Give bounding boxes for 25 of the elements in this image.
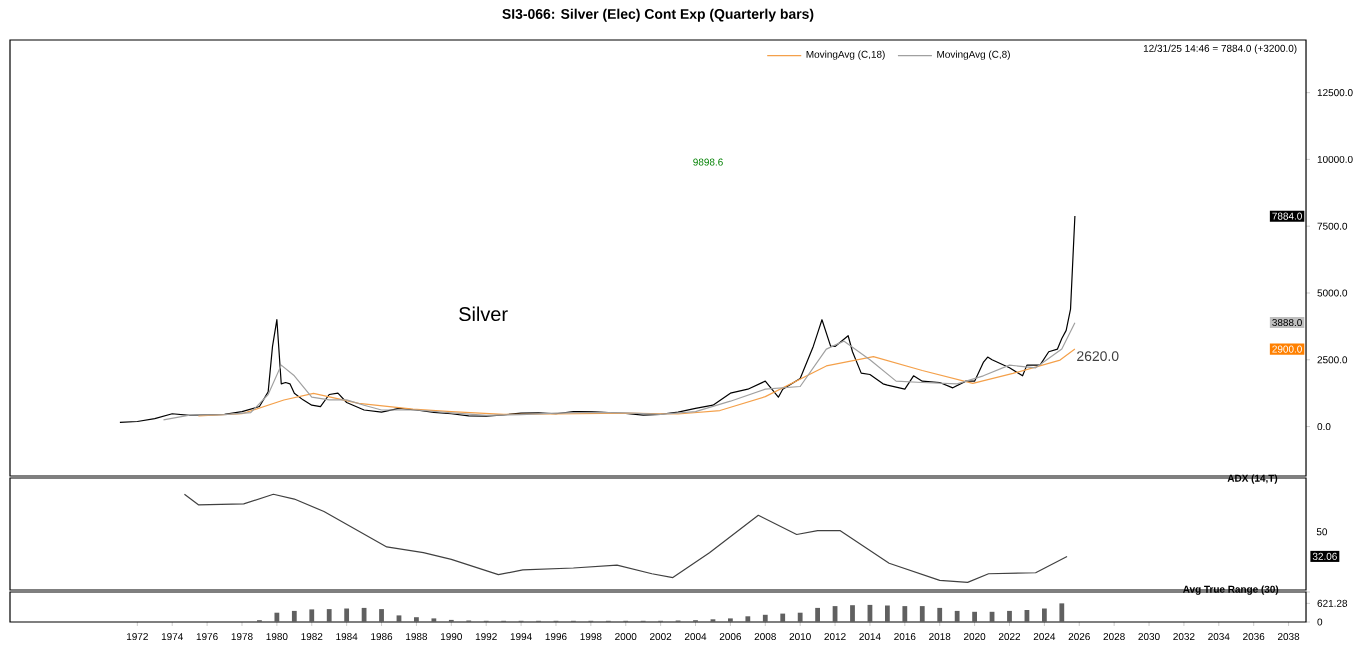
bar	[1041, 608, 1047, 622]
bar	[850, 605, 855, 622]
bar	[309, 609, 315, 622]
bar	[762, 614, 768, 622]
bar	[937, 607, 943, 622]
line-series	[162, 322, 1076, 421]
bar	[919, 606, 925, 622]
bar	[274, 612, 280, 622]
bar	[745, 616, 751, 622]
bar	[344, 608, 350, 622]
bar	[780, 613, 786, 622]
bar	[1007, 610, 1012, 622]
bar	[902, 606, 908, 622]
bar	[1059, 603, 1065, 622]
bar	[797, 612, 803, 622]
bar	[326, 609, 332, 622]
line-series	[119, 215, 1076, 423]
line-series	[197, 348, 1076, 417]
annotation: Silver	[459, 306, 508, 322]
bar	[291, 610, 297, 622]
bar	[884, 605, 890, 622]
bar	[954, 610, 960, 622]
bar	[972, 611, 977, 622]
bar	[815, 607, 821, 622]
bar	[379, 609, 384, 622]
